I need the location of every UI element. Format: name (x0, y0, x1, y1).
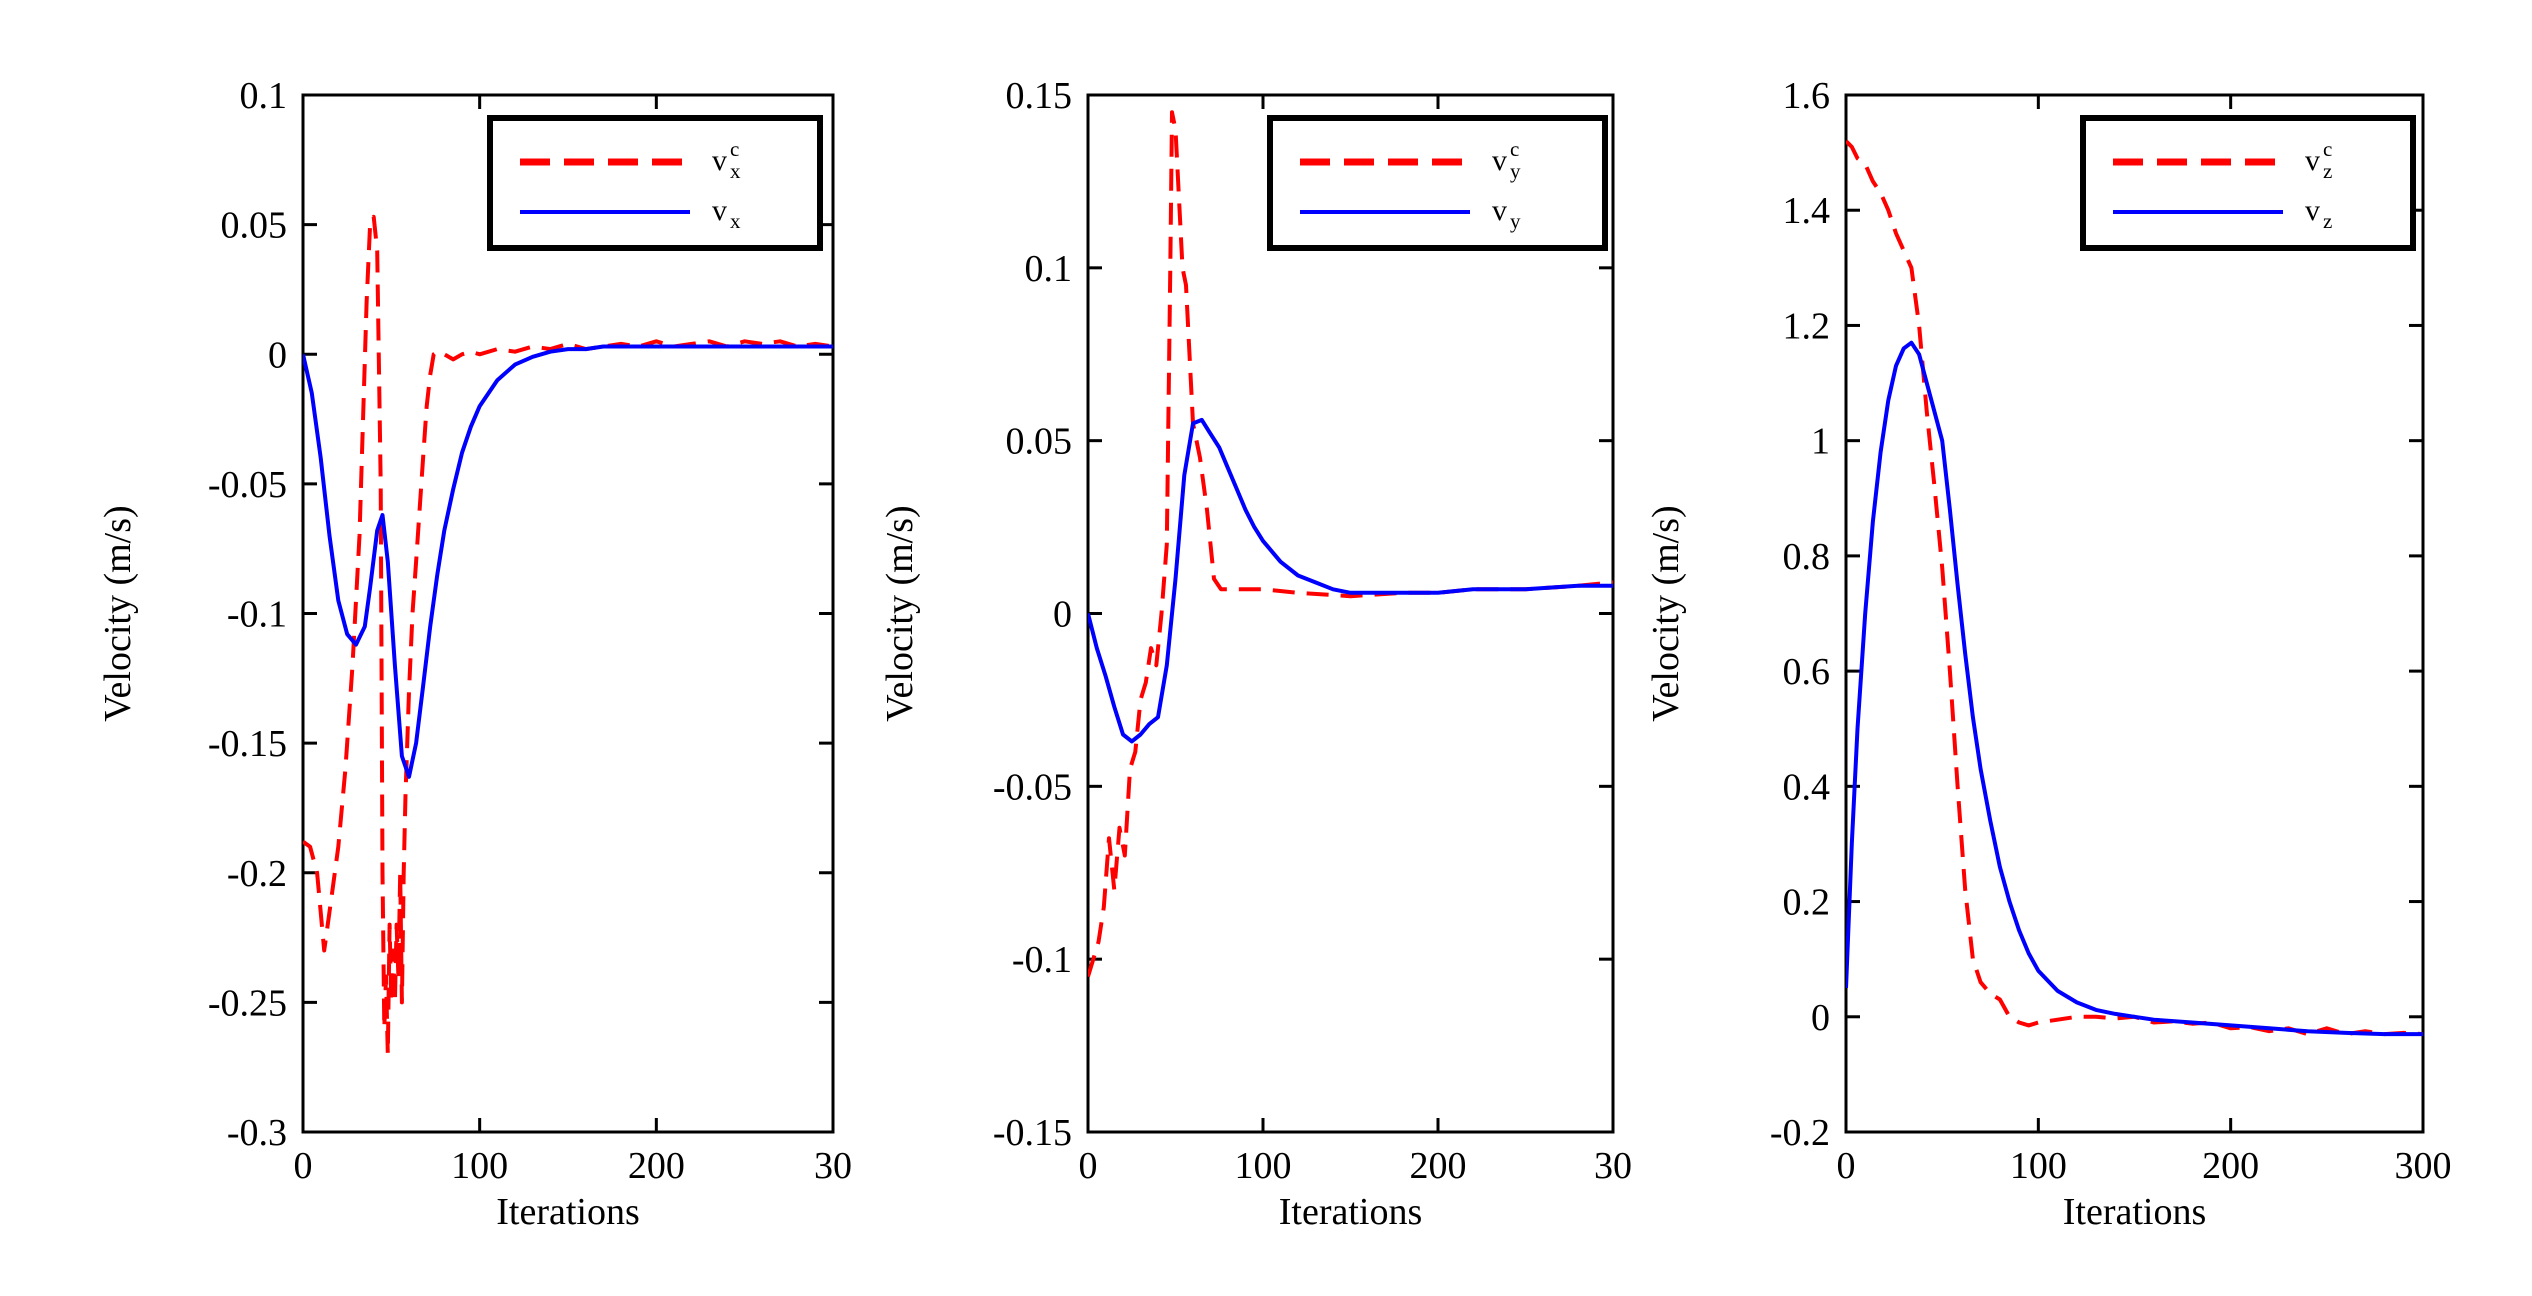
x-axis-title-vz: Iterations (2063, 1191, 2207, 1233)
y-tick-label-vx: -0.3 (227, 1112, 287, 1154)
x-tick-label-vz: 100 (2010, 1145, 2067, 1187)
legend-label-vz-0: v (2305, 144, 2320, 177)
y-tick-label-vz: 1.6 (1783, 75, 1831, 117)
y-tick-label-vy: -0.1 (1012, 939, 1072, 981)
y-tick-label-vz: 1 (1811, 421, 1830, 463)
y-tick-label-vy: -0.15 (993, 1112, 1072, 1154)
y-tick-label-vz: 0 (1811, 997, 1830, 1039)
plot-frame-vz (1844, 93, 2425, 1134)
series-line-vy-actual (1088, 417, 1613, 744)
y-tick-label-vx: -0.1 (227, 594, 287, 636)
x-tick-label-vx: 0 (294, 1145, 313, 1187)
legend-label-sub-vy-1: y (1510, 209, 1521, 233)
series-line-vz-actual (1846, 340, 2423, 1037)
y-tick-label-vx: -0.15 (208, 723, 287, 765)
y-tick-label-vx: 0.1 (240, 75, 288, 117)
y-tick-label-vz: 0.4 (1783, 766, 1831, 808)
x-tick-label-vy: 0 (1079, 1145, 1098, 1187)
y-tick-label-vz: 1.4 (1783, 190, 1831, 232)
y-tick-label-vx: -0.05 (208, 464, 287, 506)
legend-box-vy (1267, 115, 1608, 251)
legend-label-sup-vy-0: c (1510, 137, 1519, 161)
chart-panel-vz: -0.200.20.40.60.811.21.41.60 100 200 300Ite… (1645, 75, 2452, 1233)
x-tick-label-vz: 200 (2202, 1145, 2259, 1187)
chart-panel-vy: -0.15 -0.1 -0.05 0 0.05 0.1 0.15 0 100 200 30 Itera… (879, 75, 1632, 1233)
legend-box-vz (2080, 115, 2416, 251)
x-axis-title-vy: Iterations (1279, 1191, 1423, 1233)
y-tick-label-vy: 0 (1053, 594, 1072, 636)
series-line-vx-commanded (303, 214, 833, 1057)
y-axis-title-vy: Velocity (m/s) (879, 505, 921, 721)
legend-box-vx (487, 115, 823, 251)
y-tick-label-vy: 0.1 (1025, 248, 1073, 290)
series-line-vx-actual (303, 344, 833, 779)
x-tick-label-vx: 100 (451, 1145, 508, 1187)
y-tick-label-vx: -0.25 (208, 982, 287, 1024)
y-tick-label-vz: 0.2 (1783, 882, 1831, 924)
x-tick-label-vx: 30 (814, 1145, 852, 1187)
legend-label-sub-vy-0: y (1510, 159, 1521, 183)
y-tick-label-vz: 0.8 (1783, 536, 1831, 578)
y-tick-label-vy: 0.15 (1006, 75, 1073, 117)
series-line-vz-commanded (1846, 139, 2423, 1037)
legend-label-sub-vx-1: x (730, 209, 741, 233)
x-tick-label-vz: 300 (2395, 1145, 2452, 1187)
y-tick-label-vz: 1.2 (1783, 305, 1831, 347)
series-line-vy-commanded (1088, 110, 1613, 978)
y-tick-label-vx: -0.2 (227, 853, 287, 895)
y-axis-title-vz: Velocity (m/s) (1645, 505, 1687, 721)
legend-label-vy-0: v (1492, 144, 1507, 177)
x-tick-label-vy: 30 (1594, 1145, 1632, 1187)
legend-label-sub-vz-0: z (2323, 159, 2332, 183)
y-tick-label-vx: 0.05 (221, 205, 288, 247)
y-tick-label-vz: 0.6 (1783, 651, 1831, 693)
y-tick-label-vz: -0.2 (1770, 1112, 1830, 1154)
x-tick-label-vx: 200 (628, 1145, 685, 1187)
x-tick-label-vy: 200 (1410, 1145, 1467, 1187)
x-tick-label-vz: 0 (1837, 1145, 1856, 1187)
legend-label-sup-vz-0: c (2323, 137, 2332, 161)
legend-label-vz-1: v (2305, 194, 2320, 227)
y-tick-label-vx: 0 (268, 334, 287, 376)
x-tick-label-vy: 100 (1235, 1145, 1292, 1187)
y-axis-title-vx: Velocity (m/s) (97, 505, 139, 721)
legend-label-vx-1: v (712, 194, 727, 227)
legend-label-sub-vz-1: z (2323, 209, 2332, 233)
legend-label-vy-1: v (1492, 194, 1507, 227)
y-tick-label-vy: -0.05 (993, 766, 1072, 808)
legend-label-vx-0: v (712, 144, 727, 177)
x-axis-title-vx: Iterations (496, 1191, 640, 1233)
legend-label-sup-vx-0: c (730, 137, 739, 161)
y-tick-label-vy: 0.05 (1006, 421, 1073, 463)
chart-panel-vx: -0.3 -0.25 -0.2 -0.15 -0.1 -0.05 0 0.05 0.1 0 100 2… (97, 75, 852, 1233)
legend-label-sub-vx-0: x (730, 159, 741, 183)
